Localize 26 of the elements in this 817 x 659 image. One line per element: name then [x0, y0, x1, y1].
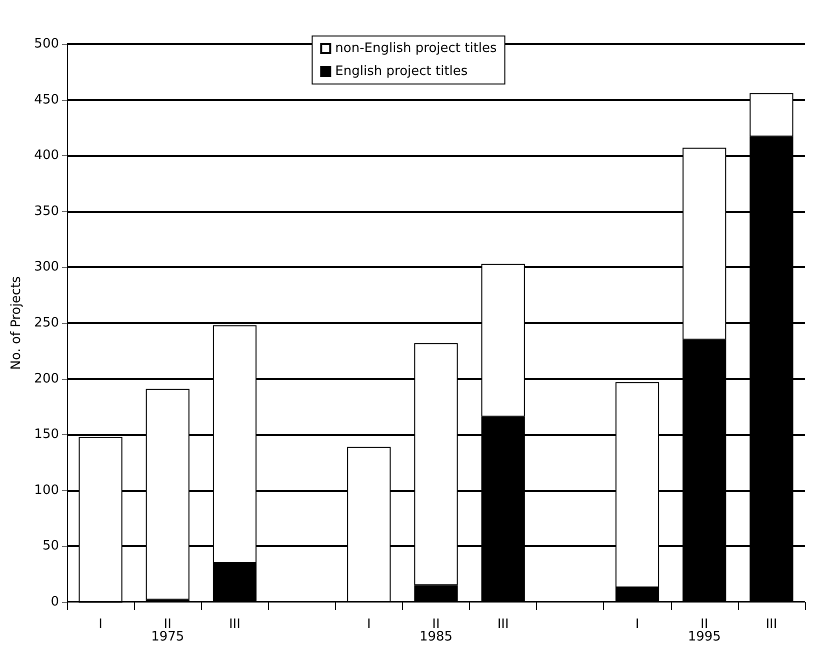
x-tick-label: I: [635, 617, 640, 632]
y-tick-label: 250: [34, 316, 59, 330]
legend-label: English project titles: [335, 64, 468, 79]
y-tick-label: 200: [34, 371, 59, 386]
y-tick-label: 300: [34, 260, 59, 275]
y-tick-label: 100: [34, 482, 59, 498]
x-tick-label: I: [98, 617, 102, 632]
x-tick-label: III: [228, 617, 240, 632]
x-tick-label: III: [497, 617, 509, 632]
y-tick-label: 500: [34, 36, 59, 52]
y-axis-title: No. of Projects: [9, 276, 24, 370]
text: 1985: [419, 630, 453, 644]
y-tick-label: 400: [34, 148, 59, 164]
x-tick-label: II: [164, 617, 172, 632]
y-tick-label: 350: [34, 204, 59, 219]
y-tick-label: 0: [50, 594, 59, 610]
x-tick-label: I: [366, 617, 371, 632]
y-tick-label: 50: [42, 538, 59, 554]
x-tick-label: II: [432, 617, 440, 632]
x-tick-label: III: [766, 617, 778, 632]
text: 1995: [688, 630, 721, 644]
legend-label: non-English project titles: [335, 41, 498, 56]
y-tick-label: 450: [34, 92, 59, 108]
y-tick-label: 150: [34, 427, 59, 442]
x-tick-label: II: [700, 617, 708, 632]
text: 1975: [151, 630, 184, 644]
